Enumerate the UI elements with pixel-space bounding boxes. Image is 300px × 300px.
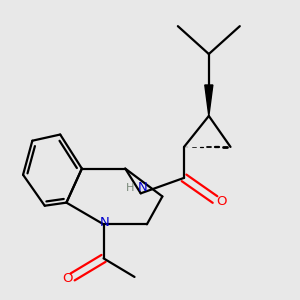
Text: N: N: [100, 216, 110, 229]
Polygon shape: [205, 85, 213, 116]
Text: H: H: [126, 183, 134, 193]
Text: N: N: [137, 181, 147, 194]
Text: O: O: [63, 272, 73, 285]
Text: O: O: [216, 195, 226, 208]
